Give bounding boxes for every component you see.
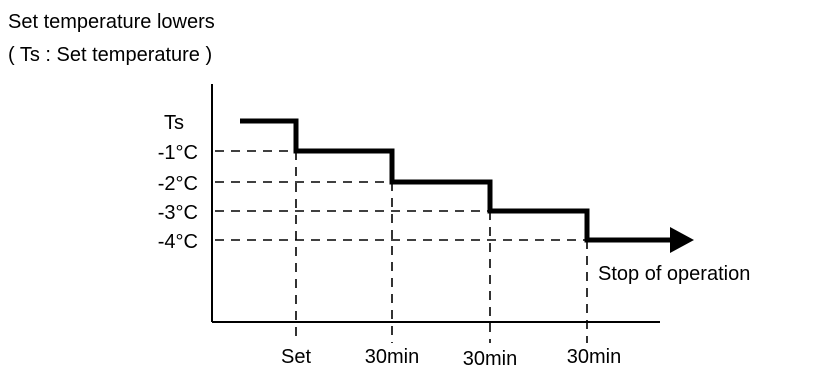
title-line-2: ( Ts : Set temperature ) <box>8 44 212 66</box>
time-label-30min-3: 30min <box>567 346 621 368</box>
level-label-ts: Ts <box>164 112 184 134</box>
temperature-step-line <box>240 121 672 240</box>
time-label-set: Set <box>281 346 311 368</box>
stop-of-operation-label: Stop of operation <box>598 263 750 285</box>
time-label-30min-1: 30min <box>365 346 419 368</box>
arrow-head-icon <box>670 227 694 253</box>
level-label-1: -1°C <box>158 142 198 164</box>
time-label-30min-2: 30min <box>463 348 517 369</box>
level-label-4: -4°C <box>158 231 198 253</box>
level-label-3: -3°C <box>158 202 198 224</box>
title-line-1: Set temperature lowers <box>8 11 215 33</box>
level-label-2: -2°C <box>158 173 198 195</box>
